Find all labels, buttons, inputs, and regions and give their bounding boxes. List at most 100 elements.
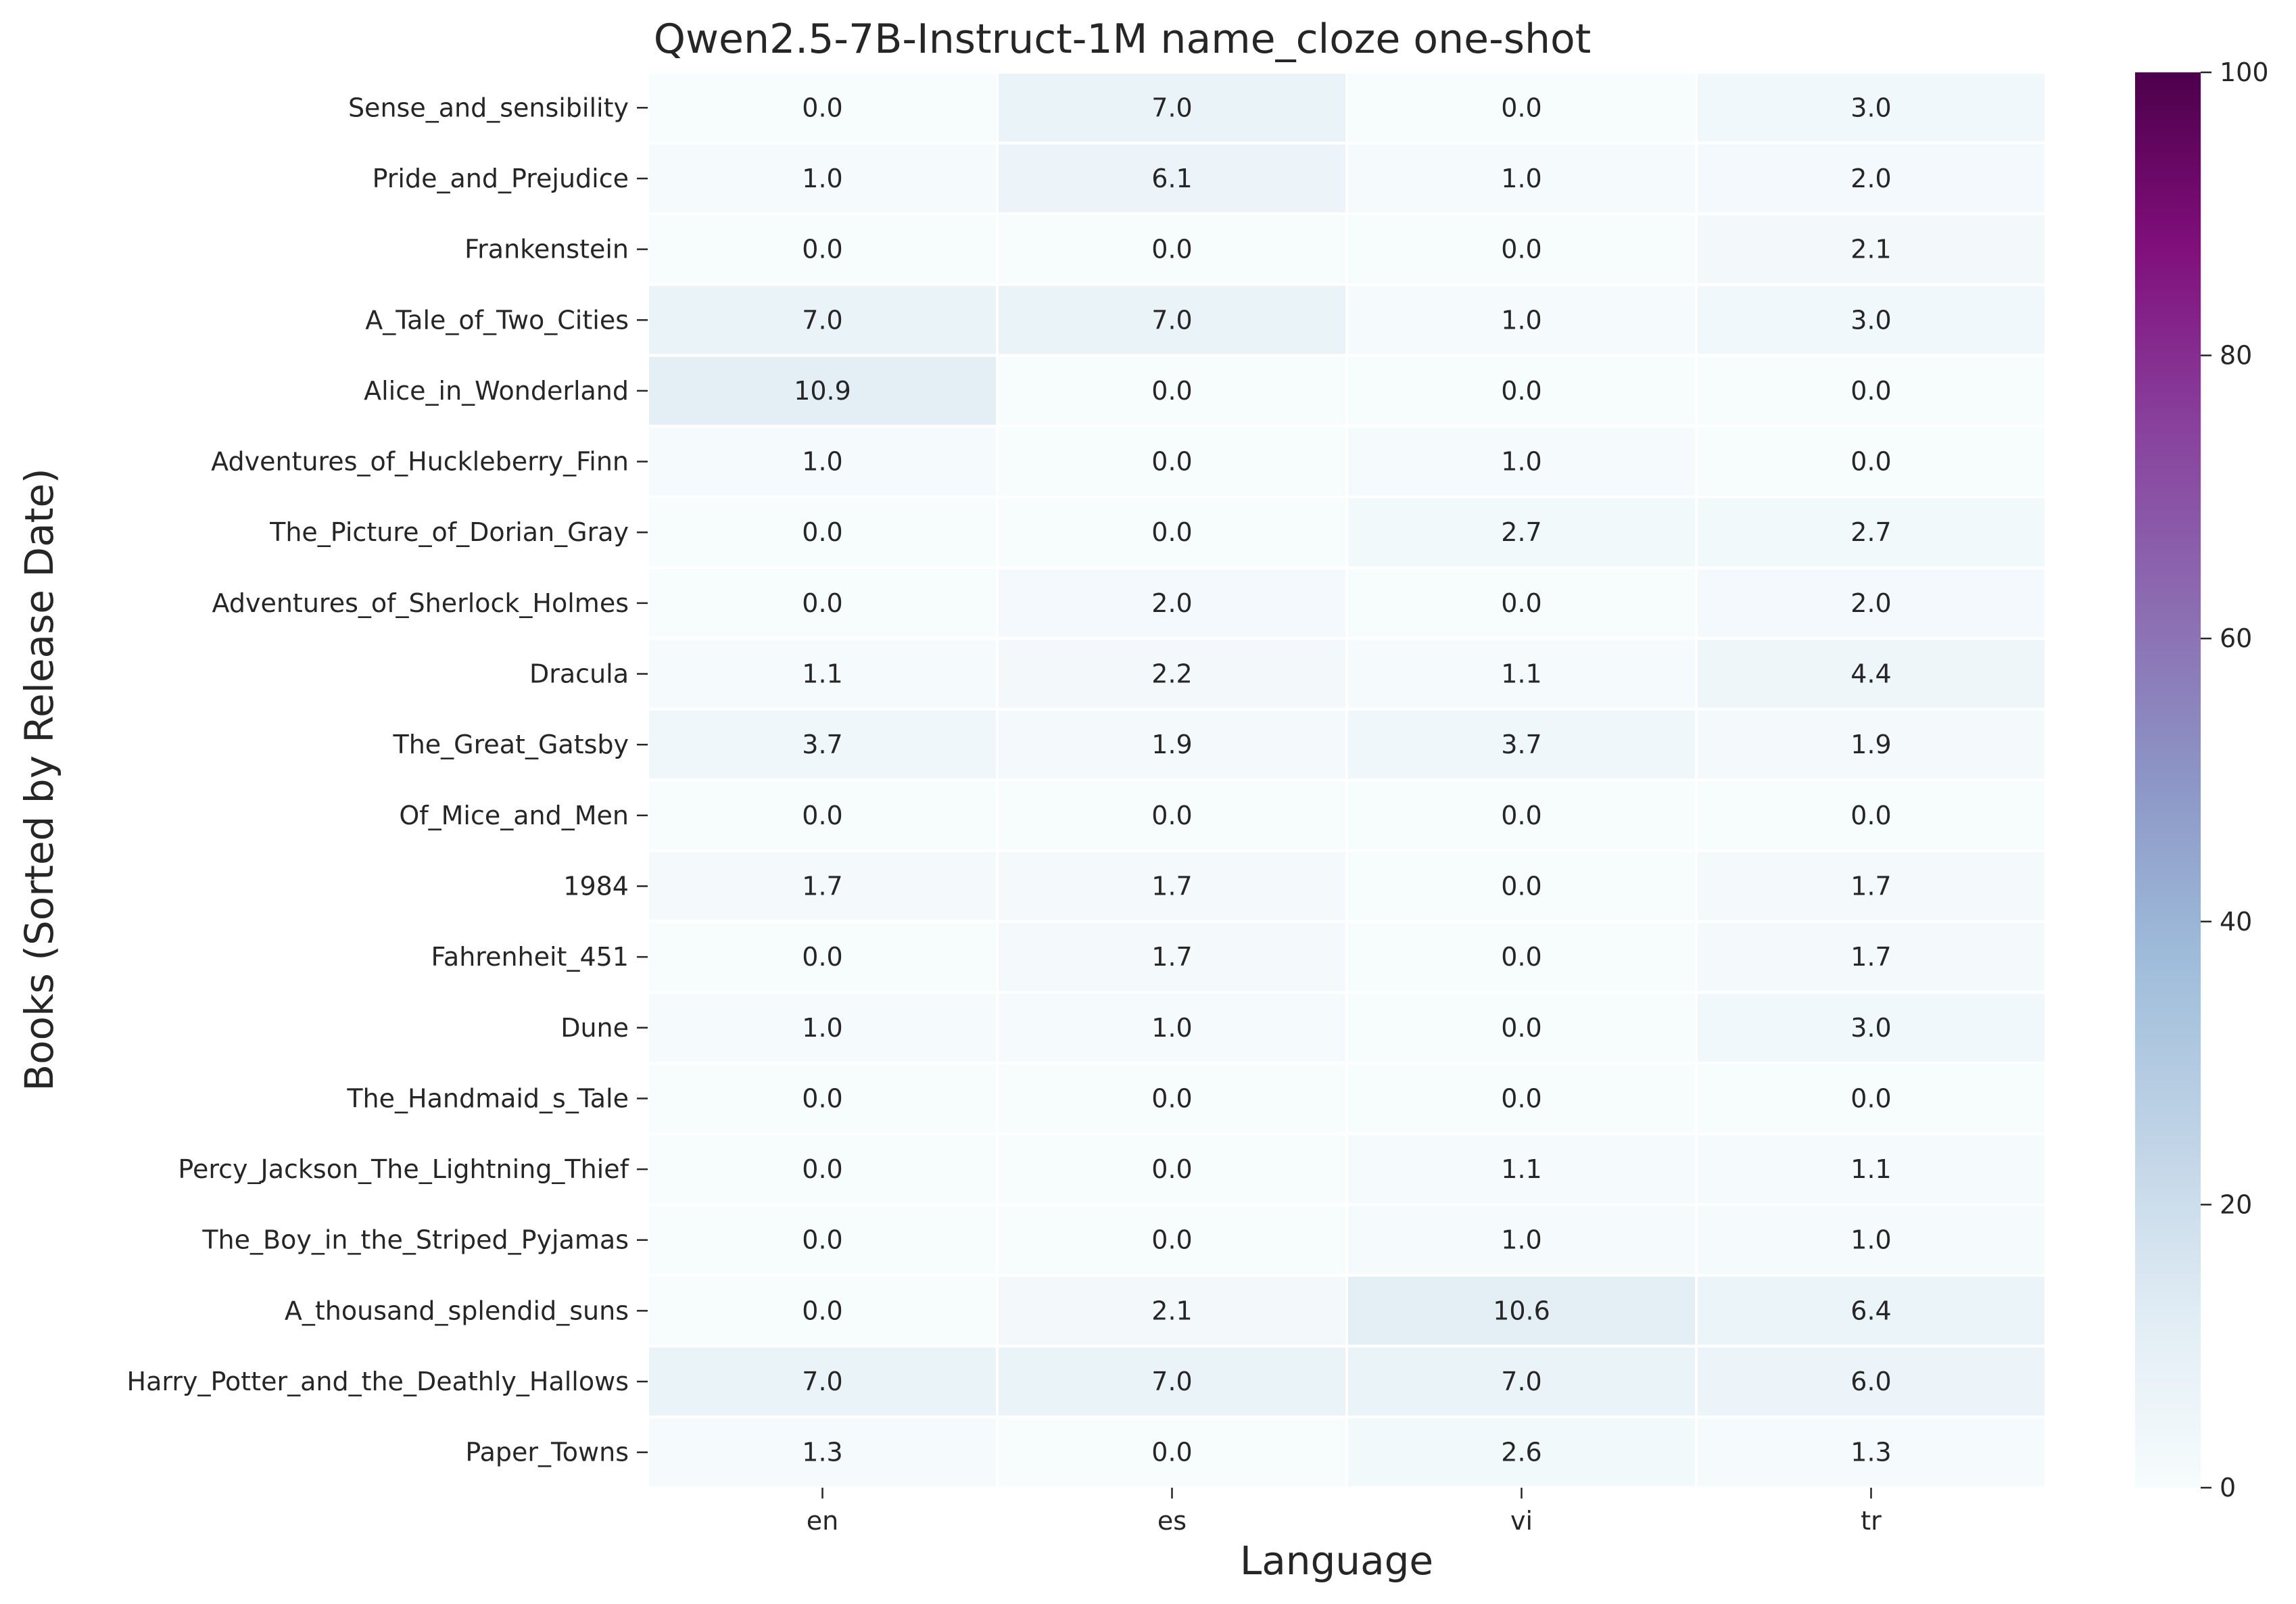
cell-value-label: 10.6	[1493, 1296, 1550, 1325]
heatmap-cell	[1695, 425, 2047, 498]
cell-value-label: 3.7	[802, 730, 842, 759]
row-label-a-thousand-splendid-suns: A_thousand_splendid_suns	[285, 1296, 629, 1325]
x-axis-label: Language	[1240, 1538, 1433, 1584]
heatmap-cell	[1695, 991, 2047, 1065]
heatmap-cell	[996, 1274, 1348, 1348]
cell-value-label: 0.0	[1850, 376, 1891, 406]
cell-value-label: 1.0	[802, 1013, 842, 1043]
cell-value-label: 3.0	[1850, 93, 1891, 122]
colorbar-ticks: 0 20 40 60 80 100	[2201, 57, 2269, 1503]
cell-value-label: 1.7	[1151, 871, 1192, 901]
cell-value-label: 0.0	[1501, 1083, 1541, 1113]
heatmap-cell	[1345, 1344, 1698, 1419]
cell-value-label: 2.0	[1850, 164, 1891, 193]
column-label-es: es	[1157, 1506, 1187, 1536]
row-label-sense-and-sensibility: Sense_and_sensibility	[348, 93, 629, 122]
colorbar-tick-label: 100	[2220, 57, 2269, 87]
cell-value-label: 0.0	[802, 1296, 842, 1325]
heatmap-cell	[1695, 495, 2047, 569]
cell-value-label: 0.0	[802, 942, 842, 972]
cell-value-label: 0.0	[802, 588, 842, 618]
cell-value-label: 7.0	[1151, 93, 1192, 122]
row-label-percy-jackson-the-lightning-thief: Percy_Jackson_The_Lightning_Thief	[178, 1154, 629, 1184]
cell-value-label: 1.3	[1850, 1438, 1891, 1467]
heatmap-cell	[1345, 991, 1698, 1065]
heatmap-cell	[646, 1415, 999, 1490]
cell-value-label: 0.0	[802, 235, 842, 264]
row-label-the-handmaid-s-tale: The_Handmaid_s_Tale	[346, 1083, 629, 1113]
heatmap-cell	[646, 1344, 999, 1419]
colorbar-tick-label: 0	[2220, 1473, 2236, 1503]
cell-value-label: 0.0	[1501, 871, 1541, 901]
column-label-tr: tr	[1861, 1506, 1882, 1536]
cell-value-label: 1.7	[802, 871, 842, 901]
cell-value-label: 1.1	[802, 659, 842, 689]
heatmap-cell	[1345, 566, 1698, 640]
heatmap-cell	[646, 707, 999, 782]
cell-value-label: 1.7	[1850, 942, 1891, 972]
cell-value-label: 0.0	[802, 93, 842, 122]
heatmap-cell	[996, 1415, 1348, 1490]
cell-value-label: 7.0	[1501, 1367, 1541, 1396]
colorbar-tick-label: 80	[2220, 341, 2252, 371]
cell-value-label: 2.1	[1850, 235, 1891, 264]
cell-value-label: 1.0	[1501, 1225, 1541, 1255]
heatmap-cell	[1695, 1415, 2047, 1490]
cell-value-label: 0.0	[1501, 942, 1541, 972]
cell-value-label: 2.7	[1501, 517, 1541, 547]
cell-value-label: 0.0	[802, 1154, 842, 1184]
cell-value-label: 1.0	[1501, 164, 1541, 193]
row-label-1984: 1984	[563, 871, 629, 901]
row-label-the-picture-of-dorian-gray: The_Picture_of_Dorian_Gray	[269, 517, 629, 547]
cell-value-label: 0.0	[1151, 376, 1192, 406]
cell-value-label: 3.7	[1501, 730, 1541, 759]
heatmap-cell	[646, 425, 999, 498]
row-label-of-mice-and-men: Of_Mice_and_Men	[399, 801, 629, 830]
row-label-harry-potter-and-the-deathly-hallows: Harry_Potter_and_the_Deathly_Hallows	[127, 1367, 629, 1396]
cell-value-label: 0.0	[1501, 376, 1541, 406]
colorbar-tick-label: 40	[2220, 907, 2252, 937]
cell-value-label: 1.7	[1850, 871, 1891, 901]
row-label-a-tale-of-two-cities: A_Tale_of_Two_Cities	[365, 305, 629, 335]
cell-value-label: 0.0	[802, 1225, 842, 1255]
cell-value-label: 2.7	[1850, 517, 1891, 547]
cell-value-label: 0.0	[1501, 235, 1541, 264]
cell-value-label: 1.0	[1151, 1013, 1192, 1043]
cell-value-label: 0.0	[1501, 801, 1541, 830]
cell-value-label: 0.0	[1151, 235, 1192, 264]
heatmap-cell	[1695, 283, 2047, 357]
cell-value-labels: 0.0 7.0 0.0 3.0 1.0 6.1 1.0 2.0 0.0 0.0 0.0 2.1 7.0 7…	[794, 93, 1892, 1467]
heatmap-cell	[1345, 849, 1698, 923]
cell-value-label: 2.2	[1151, 659, 1192, 689]
cell-value-label: 6.0	[1850, 1367, 1891, 1396]
cell-value-label: 0.0	[1151, 1438, 1192, 1467]
cell-value-label: 1.3	[802, 1438, 842, 1467]
cell-value-label: 6.1	[1151, 164, 1192, 193]
heatmap-cell	[1695, 1203, 2047, 1277]
cell-value-label: 0.0	[802, 1083, 842, 1113]
cell-value-label: 1.0	[802, 447, 842, 477]
cell-value-label: 0.0	[1501, 1013, 1541, 1043]
cell-value-label: 0.0	[1850, 447, 1891, 477]
cell-value-label: 4.4	[1850, 659, 1891, 689]
colorbar: 0 20 40 60 80 100	[2135, 57, 2269, 1503]
heatmap-cell	[996, 283, 1348, 357]
cell-value-label: 0.0	[1151, 447, 1192, 477]
cell-value-label: 3.0	[1850, 1013, 1891, 1043]
column-label-en: en	[807, 1506, 838, 1536]
row-label-the-boy-in-the-striped-pyjamas: The_Boy_in_the_Striped_Pyjamas	[201, 1225, 629, 1255]
heatmap-cell	[1695, 212, 2047, 286]
heatmap-cell	[646, 920, 999, 994]
heatmap-cell	[996, 1203, 1348, 1277]
heatmap-cell	[1695, 1132, 2047, 1206]
cell-value-label: 7.0	[1151, 1367, 1192, 1396]
column-label-vi: vi	[1510, 1506, 1533, 1536]
row-tick-labels: Sense_and_sensibility Pride_and_Prejudice…	[127, 93, 648, 1467]
cell-value-label: 1.1	[1850, 1154, 1891, 1184]
heatmap-cell	[996, 71, 1348, 145]
row-label-pride-and-prejudice: Pride_and_Prejudice	[373, 164, 629, 193]
heatmap-cell	[646, 1132, 999, 1206]
cell-value-label: 1.0	[1850, 1225, 1891, 1255]
cell-value-label: 1.9	[1850, 730, 1891, 759]
